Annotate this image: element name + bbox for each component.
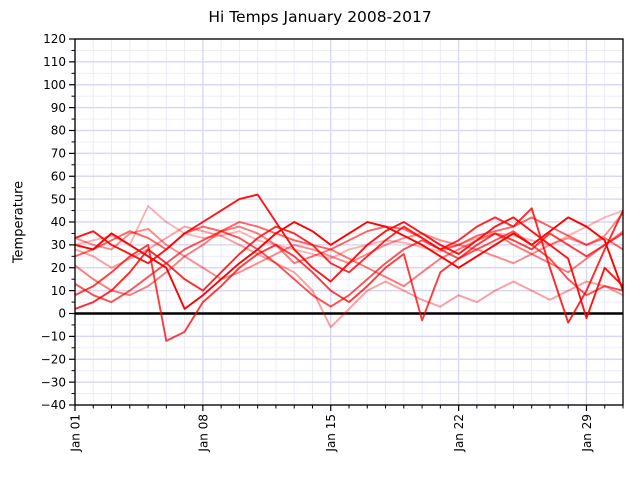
y-tick-label: 30 xyxy=(51,238,66,252)
x-tick-label: Jan 22 xyxy=(452,414,466,453)
y-tick-label: −20 xyxy=(41,352,66,366)
y-tick-label: −40 xyxy=(41,398,66,412)
x-tick-label: Jan 01 xyxy=(69,414,83,453)
chart-title: Hi Temps January 2008-2017 xyxy=(208,8,432,26)
y-tick-label: 40 xyxy=(51,215,66,229)
y-tick-label: 110 xyxy=(43,55,66,69)
x-tick-label: Jan 08 xyxy=(196,414,210,453)
x-tick-label: Jan 29 xyxy=(580,414,594,453)
y-tick-label: 50 xyxy=(51,192,66,206)
series-line-2009 xyxy=(75,225,623,329)
x-tick-label: Jan 15 xyxy=(324,414,338,453)
y-tick-label: −30 xyxy=(41,375,66,389)
y-tick-label: 10 xyxy=(51,284,66,298)
y-tick-label: 90 xyxy=(51,101,66,115)
y-tick-label: 60 xyxy=(51,169,66,183)
y-tick-label: 80 xyxy=(51,124,66,138)
y-tick-label: 100 xyxy=(43,78,66,92)
series-line-2016 xyxy=(75,193,623,320)
y-tick-label: 120 xyxy=(43,32,66,46)
y-tick-label: 20 xyxy=(51,261,66,275)
series-line-2008 xyxy=(75,205,623,260)
series-line-2011 xyxy=(75,225,623,297)
series-line-2017 xyxy=(75,216,623,310)
series-line-2015 xyxy=(75,207,623,324)
series-line-2014 xyxy=(75,232,623,342)
y-tick-label: 0 xyxy=(58,307,66,321)
y-tick-label: 70 xyxy=(51,147,66,161)
y-tick-label: −10 xyxy=(41,330,66,344)
